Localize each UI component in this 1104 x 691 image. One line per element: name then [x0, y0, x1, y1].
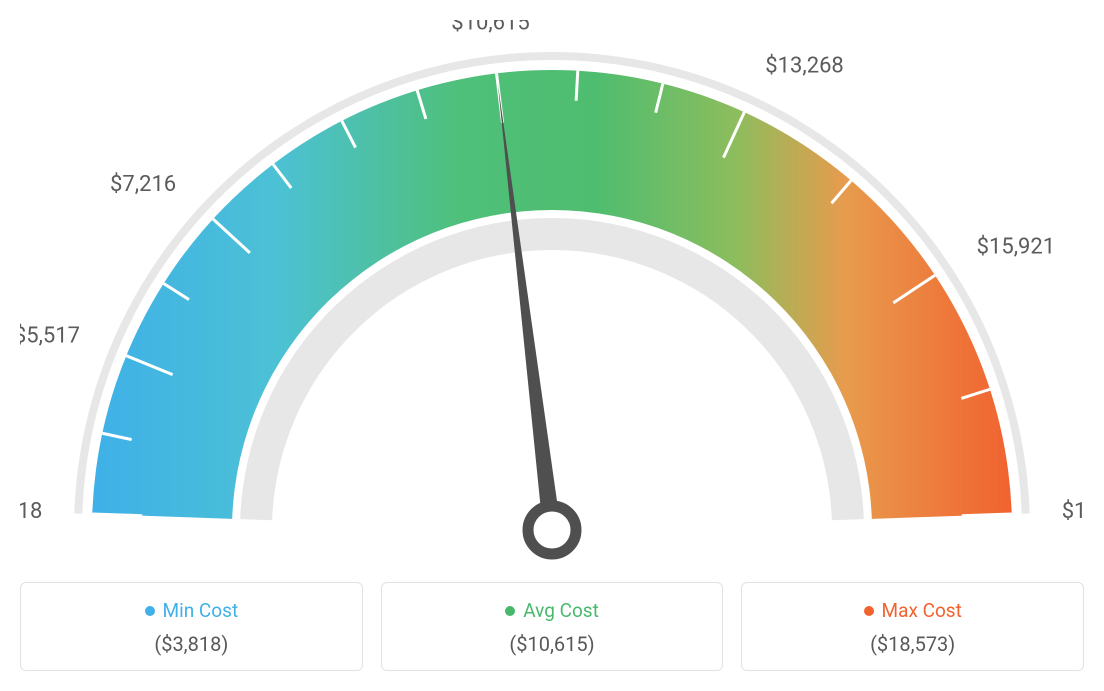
tick-label: $5,517	[20, 324, 80, 349]
legend-card: Min Cost ($3,818)	[20, 582, 363, 671]
gauge-svg: $3,818 $5,517 $7,216 $10,615 $13,268 $15,921 $…	[20, 20, 1084, 560]
tick-label: $3,818	[20, 499, 42, 524]
tick-minor	[576, 71, 578, 101]
legend-dot-icon	[505, 606, 515, 616]
tick-label: $15,921	[977, 234, 1056, 259]
tick-label: $7,216	[110, 172, 176, 197]
legend-dot-icon	[145, 606, 155, 616]
color-arc	[92, 70, 1011, 519]
legend-value: ($3,818)	[31, 632, 352, 656]
tick-label: $10,615	[451, 20, 530, 36]
legend-dot-icon	[864, 606, 874, 616]
legend-value: ($10,615)	[392, 632, 713, 656]
legend-title-text: Max Cost	[882, 599, 962, 622]
legend-title-text: Min Cost	[163, 599, 239, 622]
legend-card: Max Cost ($18,573)	[741, 582, 1084, 671]
legend-value: ($18,573)	[752, 632, 1073, 656]
legend-title: Min Cost	[145, 599, 239, 622]
legend-card: Avg Cost ($10,615)	[381, 582, 724, 671]
cost-gauge: $3,818 $5,517 $7,216 $10,615 $13,268 $15,921 $…	[20, 20, 1084, 564]
tick-major	[92, 514, 142, 516]
tick-label: $18,573	[1062, 499, 1084, 524]
legend-title: Max Cost	[864, 599, 962, 622]
legend-row: Min Cost ($3,818) Avg Cost ($10,615) Max Cos…	[20, 582, 1084, 671]
legend-title-text: Avg Cost	[523, 599, 599, 622]
legend-title: Avg Cost	[505, 599, 599, 622]
tick-label: $13,268	[765, 54, 844, 79]
tick-major	[962, 514, 1012, 516]
needle-hub	[528, 506, 576, 554]
